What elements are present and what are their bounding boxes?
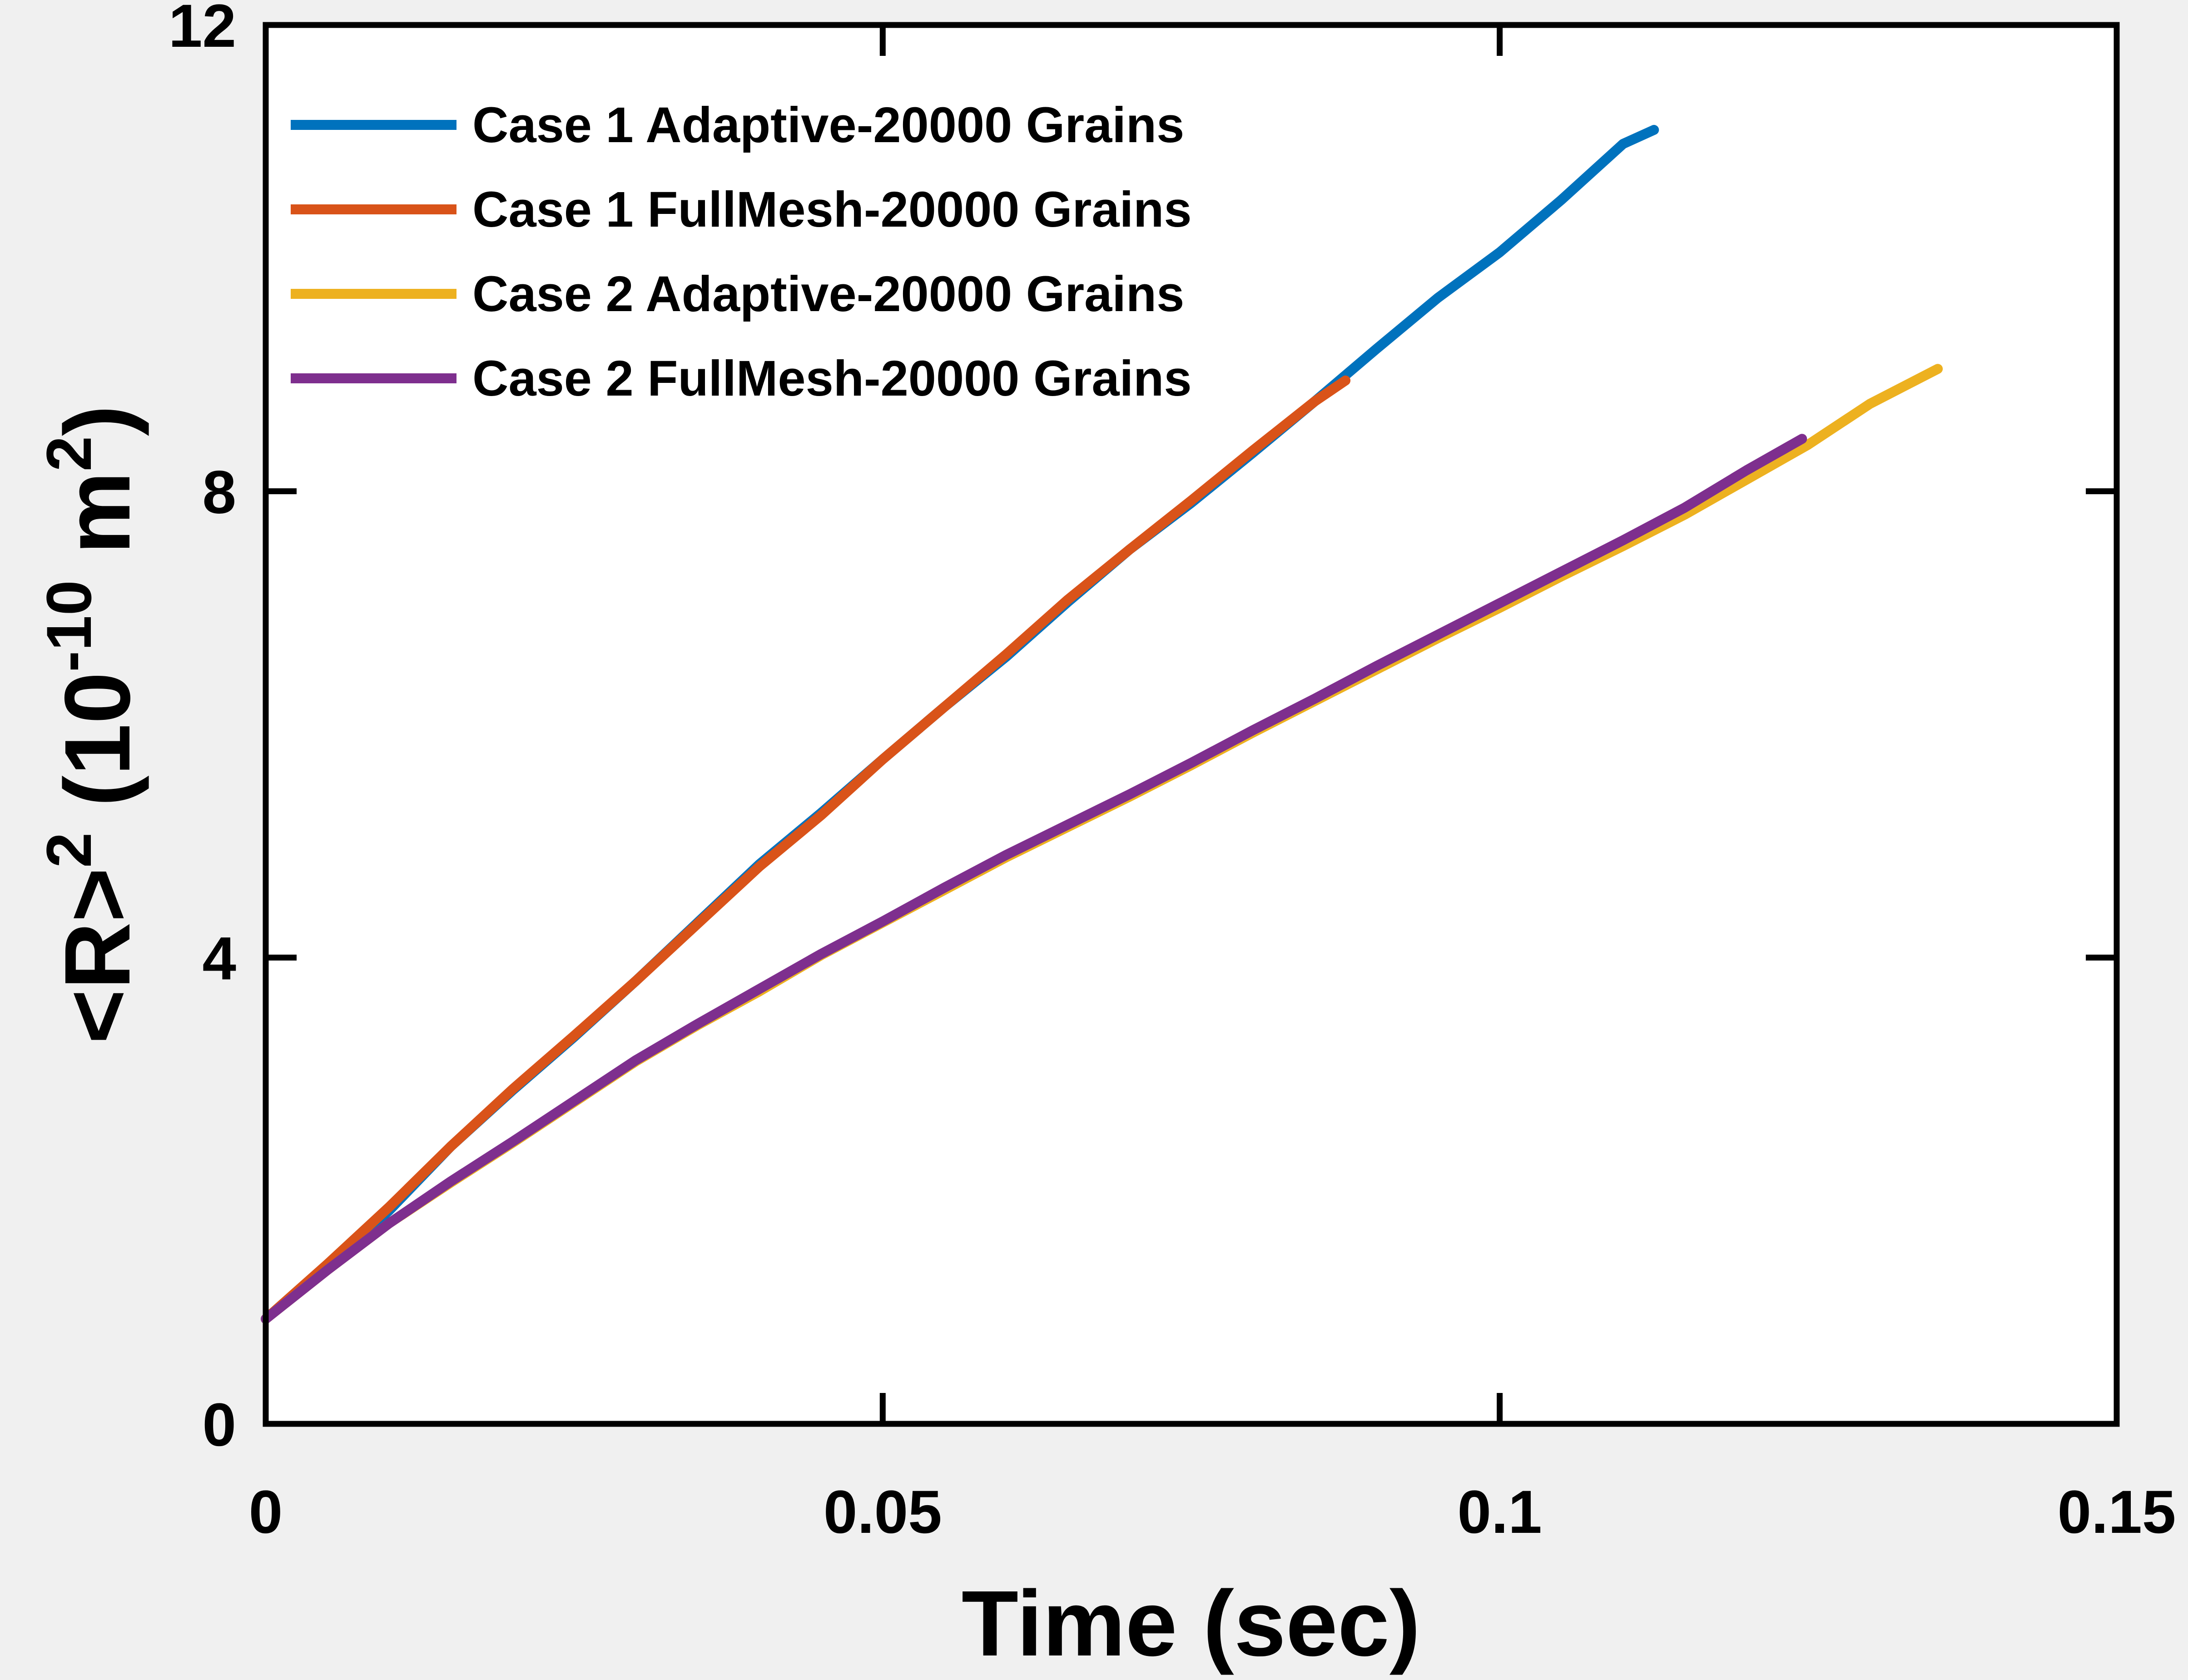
legend-label: Case 1 Adaptive-20000 Grains: [472, 97, 1184, 153]
y-axis-title-unit: m: [45, 471, 149, 580]
y-tick-label: 12: [169, 0, 236, 60]
legend-label: Case 2 Adaptive-20000 Grains: [472, 266, 1184, 322]
y-axis-title-base-sup: 2: [33, 833, 104, 868]
y-tick-labels: 0 4 8 12: [169, 0, 236, 1459]
y-tick-label: 0: [202, 1391, 236, 1459]
y-axis-title-paren-open: (10: [45, 672, 149, 833]
x-tick-label: 0.1: [1458, 1478, 1542, 1546]
series-line-2: [261, 375, 1351, 1324]
x-tick-label: 0.05: [824, 1478, 942, 1546]
series-line-4: [261, 434, 1807, 1324]
plot-frame: [263, 22, 2120, 1427]
y-axis-title: <R>2 (10-10 m2): [33, 405, 149, 1044]
y-axis-title-base: <R>: [45, 868, 149, 1044]
legend-label: Case 1 FullMesh-20000 Grains: [472, 182, 1192, 238]
y-axis-title-paren-close: ): [45, 405, 149, 436]
y-tick-label: 8: [202, 459, 236, 526]
y-tick-label: 4: [202, 925, 236, 992]
plot-area: [266, 25, 2117, 1424]
legend: Case 1 Adaptive-20000 Grains Case 1 FullM…: [291, 97, 1192, 406]
x-tick-label: 0: [249, 1478, 283, 1546]
x-tick-label: 0.15: [2058, 1478, 2176, 1546]
x-axis-title: Time (sec): [962, 1571, 1420, 1675]
legend-label: Case 2 FullMesh-20000 Grains: [472, 351, 1192, 406]
y-axis-title-unit-sup: 2: [33, 436, 104, 471]
x-tick-labels: 0 0.05 0.1 0.15: [249, 1478, 2176, 1546]
series-layer: [261, 125, 1943, 1324]
y-axis-title-exp: -10: [33, 580, 104, 672]
